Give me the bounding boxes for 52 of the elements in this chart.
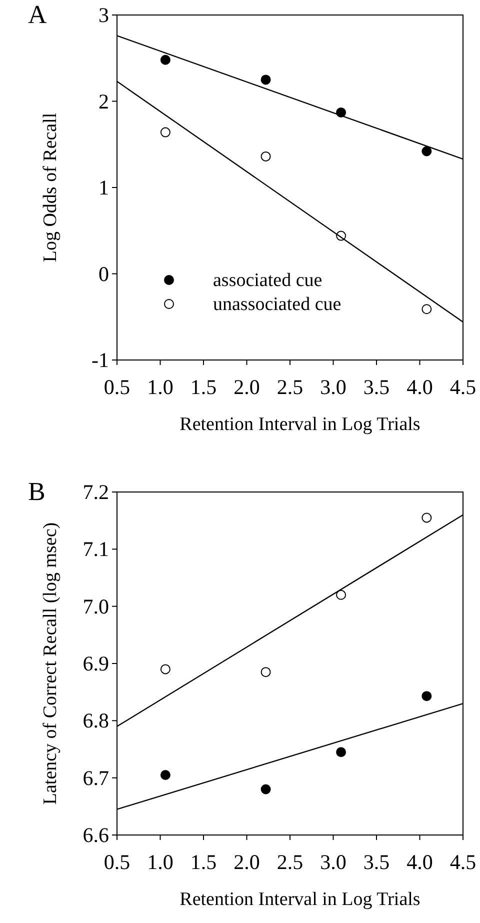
point — [160, 770, 170, 780]
x-tick-label: 1.5 — [190, 375, 217, 399]
x-tick-label: 2.5 — [276, 850, 304, 874]
x-tick-label: 3.0 — [320, 850, 346, 874]
x-tick-label: 2.5 — [276, 375, 304, 399]
y-tick-label: 1 — [98, 176, 109, 200]
point — [336, 590, 346, 600]
x-tick-label: 0.5 — [104, 375, 130, 399]
y-tick-label: 0 — [98, 262, 109, 286]
y-tick-label: 7.2 — [82, 480, 109, 504]
point — [422, 691, 432, 702]
point — [160, 54, 170, 65]
legend-label: unassociated cue — [213, 294, 342, 315]
point — [422, 512, 432, 523]
chart-title: A — [28, 0, 47, 29]
point — [260, 151, 271, 162]
x-axis-title: Retention Interval in Log Trials — [180, 889, 420, 910]
y-tick-label: -1 — [92, 348, 109, 372]
point — [260, 74, 271, 85]
x-tick-label: 1.5 — [190, 850, 217, 874]
y-axis-title: Latency of Correct Recall (log msec) — [40, 522, 61, 805]
chart-title: B — [28, 477, 46, 506]
y-tick-label: 3 — [98, 3, 109, 27]
y-tick-label: 6.9 — [82, 652, 109, 676]
point — [160, 664, 170, 674]
y-tick-label: 6.8 — [82, 708, 109, 733]
point — [260, 784, 271, 794]
x-tick-label: 0.5 — [104, 850, 130, 874]
point — [260, 667, 271, 678]
x-tick-label: 4.5 — [450, 850, 476, 874]
x-tick-label: 2.0 — [234, 375, 260, 399]
y-axis-title: Log Odds of Recall — [40, 112, 61, 262]
x-tick-label: 3.5 — [363, 375, 390, 399]
x-tick-label: 3.5 — [363, 850, 390, 874]
y-tick-label: 6.6 — [82, 823, 109, 847]
x-tick-label: 4.5 — [450, 375, 476, 399]
y-tick-label: 7.1 — [82, 537, 109, 562]
point — [336, 747, 346, 758]
x-tick-label: 2.0 — [234, 850, 260, 874]
point — [160, 127, 170, 138]
x-tick-label: 1.0 — [147, 375, 174, 399]
x-tick-label: 1.0 — [147, 850, 174, 874]
x-tick-label: 3.0 — [320, 375, 346, 399]
point — [422, 304, 432, 314]
x-tick-label: 4.0 — [406, 850, 433, 874]
y-tick-label: 2 — [98, 89, 109, 114]
y-tick-label: 6.7 — [82, 766, 109, 790]
y-tick-label: 7.0 — [82, 594, 109, 618]
legend-label: associated cue — [213, 270, 322, 291]
point — [422, 146, 432, 156]
x-tick-label: 4.0 — [406, 375, 433, 399]
x-axis-title: Retention Interval in Log Trials — [180, 414, 420, 435]
